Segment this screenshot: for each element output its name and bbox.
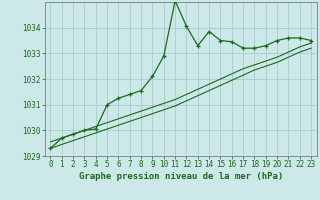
X-axis label: Graphe pression niveau de la mer (hPa): Graphe pression niveau de la mer (hPa) — [79, 172, 283, 181]
